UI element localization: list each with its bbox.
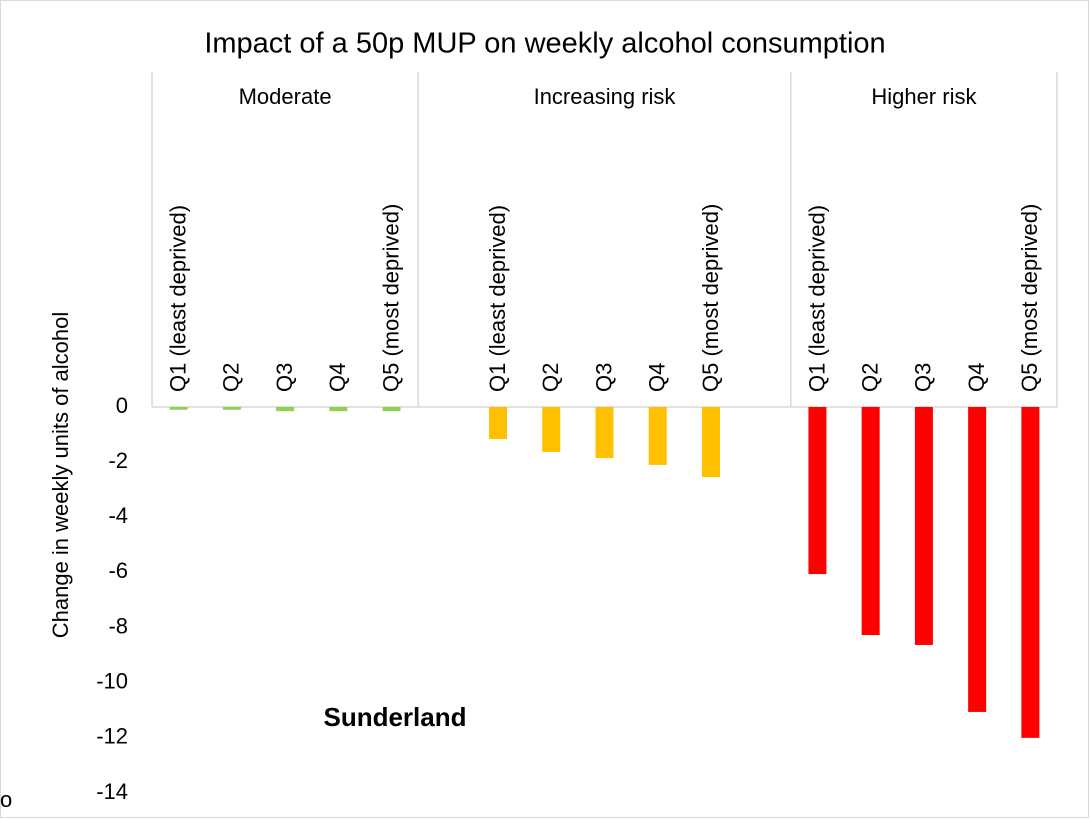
x-tick-label: Q4 <box>645 363 670 392</box>
bar <box>914 407 933 645</box>
bar <box>542 407 561 452</box>
y-tick-label: 0 <box>116 393 128 418</box>
y-axis-label: Change in weekly units of alcohol <box>48 312 73 639</box>
x-tick-label: Q3 <box>911 363 936 392</box>
x-tick-label: Q5 (most deprived) <box>1017 204 1042 392</box>
bar <box>329 407 348 412</box>
bar <box>276 407 295 412</box>
bar <box>968 407 987 712</box>
y-tick-label: -12 <box>96 724 128 749</box>
y-tick-label: -8 <box>108 613 128 638</box>
bar <box>169 407 188 410</box>
annotation: Sunderland <box>323 702 466 732</box>
x-tick-label: Q4 <box>964 363 989 392</box>
x-tick-label: Q3 <box>272 363 297 392</box>
bar <box>648 407 667 465</box>
bar <box>595 407 614 459</box>
x-tick-label: Q2 <box>857 363 882 392</box>
x-tick-label: Q5 (most deprived) <box>698 204 723 392</box>
y-tick-label: -14 <box>96 779 128 804</box>
bar <box>861 407 880 636</box>
panel-label: Increasing risk <box>534 84 677 109</box>
x-tick-label: Q1 (least deprived) <box>165 205 190 392</box>
panel-label: Moderate <box>239 84 332 109</box>
footnote: o <box>0 787 12 812</box>
y-tick-label: -10 <box>96 669 128 694</box>
x-tick-label: Q3 <box>591 363 616 392</box>
x-tick-label: Q4 <box>325 363 350 392</box>
y-tick-label: -6 <box>108 558 128 583</box>
x-tick-label: Q1 (least deprived) <box>804 205 829 392</box>
y-tick-label: -4 <box>108 503 128 528</box>
bar <box>701 407 720 478</box>
chart-title: Impact of a 50p MUP on weekly alcohol co… <box>204 28 885 60</box>
bar <box>222 407 241 410</box>
x-tick-label: Q2 <box>219 363 244 392</box>
x-tick-label: Q2 <box>538 363 563 392</box>
y-tick-label: -2 <box>108 448 128 473</box>
x-tick-label: Q5 (most deprived) <box>378 204 403 392</box>
bar <box>808 407 827 575</box>
bar <box>489 407 508 439</box>
panel-label: Higher risk <box>871 84 977 109</box>
x-tick-label: Q1 (least deprived) <box>485 205 510 392</box>
bar <box>1021 407 1040 738</box>
bar <box>382 407 401 412</box>
